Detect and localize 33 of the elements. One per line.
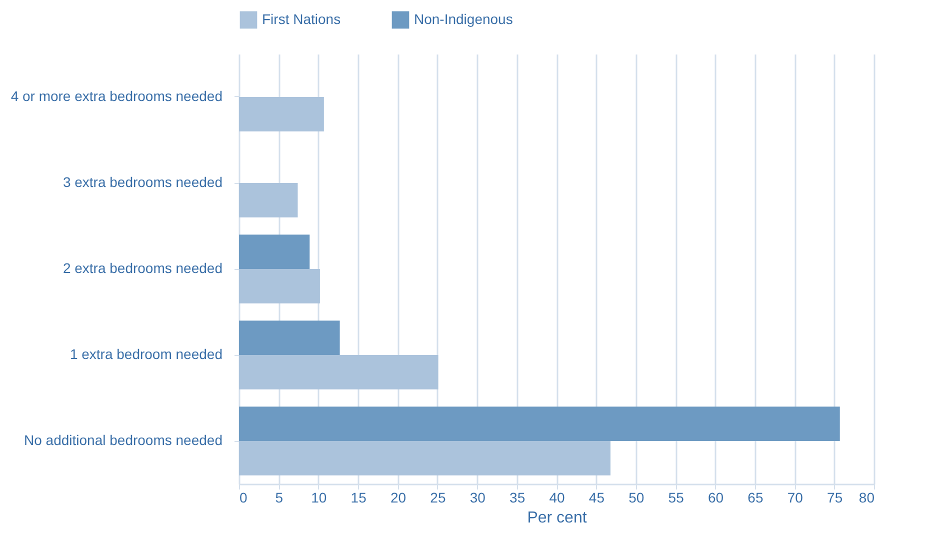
x-tick-label: 70 — [787, 490, 804, 506]
bar — [239, 97, 324, 132]
x-tick-label: 30 — [470, 490, 486, 506]
bar — [239, 355, 438, 390]
y-tick-label: 1 extra bedroom needed — [70, 346, 222, 362]
x-tick-label: 5 — [275, 490, 284, 506]
bar — [239, 269, 320, 304]
y-tick-label: 2 extra bedrooms needed — [62, 260, 222, 276]
x-tick-label: 65 — [748, 490, 764, 506]
x-tick-label: 75 — [827, 490, 843, 506]
x-tick-label: 15 — [350, 490, 367, 506]
bar — [239, 320, 340, 355]
x-axis-title: Per cent — [527, 510, 588, 526]
bar — [239, 183, 298, 218]
x-tick-label: 55 — [668, 490, 684, 506]
x-tick-label: 80 — [858, 490, 875, 506]
x-tick-label: 50 — [628, 490, 644, 506]
y-tick-label: 4 or more extra bedrooms needed — [10, 88, 222, 104]
bar — [239, 234, 310, 269]
bar — [239, 441, 610, 476]
y-tick-label: 3 extra bedrooms needed — [62, 174, 222, 190]
x-tick-label: 25 — [430, 490, 446, 506]
x-tick-label: 0 — [240, 490, 248, 506]
x-tick-label: 10 — [311, 490, 327, 506]
bar — [239, 406, 840, 441]
legend-label: Non-Indigenous — [414, 10, 513, 27]
x-tick-label: 20 — [390, 490, 406, 506]
x-tick-label: 45 — [588, 490, 605, 506]
legend-label: First Nations — [262, 10, 341, 27]
x-tick-label: 60 — [708, 490, 724, 506]
x-tick-label: 35 — [510, 490, 526, 506]
x-tick-label: 40 — [549, 490, 565, 506]
y-tick-label: No additional bedrooms needed — [24, 432, 222, 448]
